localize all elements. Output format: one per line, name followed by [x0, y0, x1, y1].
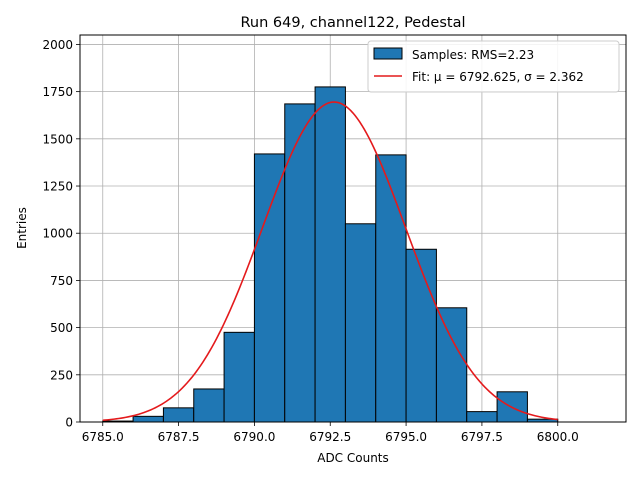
x-tick-label: 6800.0: [537, 430, 579, 444]
histogram-bar: [375, 154, 407, 423]
x-tick-label: 6787.5: [158, 430, 200, 444]
histogram-bar: [253, 153, 286, 423]
histogram-bar: [284, 103, 316, 423]
histogram-bar: [314, 86, 346, 423]
histogram-bar: [193, 388, 225, 423]
x-tick-label: 6790.0: [233, 430, 275, 444]
x-tick-label: 6795.0: [385, 430, 427, 444]
y-tick-label: 250: [50, 368, 73, 382]
y-axis-label: Entries: [15, 207, 29, 249]
legend: Samples: RMS=2.23 Fit: μ = 6792.625, σ =…: [367, 40, 620, 93]
x-tick-label: 6792.5: [309, 430, 351, 444]
y-tick-label: 1500: [42, 132, 73, 146]
histogram-bar: [435, 307, 468, 423]
chart-title: Run 649, channel122, Pedestal: [240, 15, 465, 31]
histogram-bar: [466, 411, 498, 423]
x-tick-label: 6785.0: [82, 430, 124, 444]
legend-histogram-label: Samples: RMS=2.23: [412, 48, 534, 62]
y-axis-ticks: 0 250 500 750 1000 1250 1500 1750 2000: [42, 38, 80, 430]
y-tick-label: 0: [65, 416, 73, 430]
x-axis-label: ADC Counts: [317, 451, 389, 465]
y-tick-label: 750: [50, 274, 73, 288]
histogram-bar: [162, 407, 195, 423]
histogram-bars: [102, 86, 559, 423]
gaussian-fit-line: [102, 101, 558, 422]
histogram-bar: [132, 415, 164, 423]
x-tick-label: 6797.5: [461, 430, 503, 444]
y-tick-label: 2000: [42, 38, 73, 52]
plot-frame: [79, 34, 627, 423]
y-tick-label: 1000: [42, 227, 73, 241]
y-tick-label: 1250: [42, 180, 73, 194]
legend-fit-label: Fit: μ = 6792.625, σ = 2.362: [412, 70, 584, 84]
x-axis-ticks: 6785.0 6787.5 6790.0 6792.5 6795.0 6797.5 6800…: [82, 422, 579, 444]
legend-histogram-swatch: [373, 47, 403, 60]
y-tick-label: 500: [50, 321, 73, 335]
histogram-bar: [223, 331, 255, 423]
legend-box: [367, 40, 620, 93]
histogram-bar: [344, 223, 377, 423]
histogram-bar: [405, 248, 437, 423]
y-tick-label: 1750: [42, 85, 73, 99]
